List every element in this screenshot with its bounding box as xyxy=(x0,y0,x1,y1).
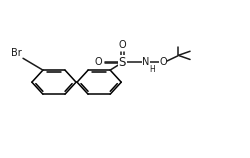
Text: N: N xyxy=(142,58,149,67)
Text: O: O xyxy=(118,40,126,50)
Text: O: O xyxy=(94,58,102,67)
Text: S: S xyxy=(118,56,126,69)
Text: O: O xyxy=(159,58,166,67)
Text: Br: Br xyxy=(11,48,22,58)
Text: H: H xyxy=(148,65,154,74)
